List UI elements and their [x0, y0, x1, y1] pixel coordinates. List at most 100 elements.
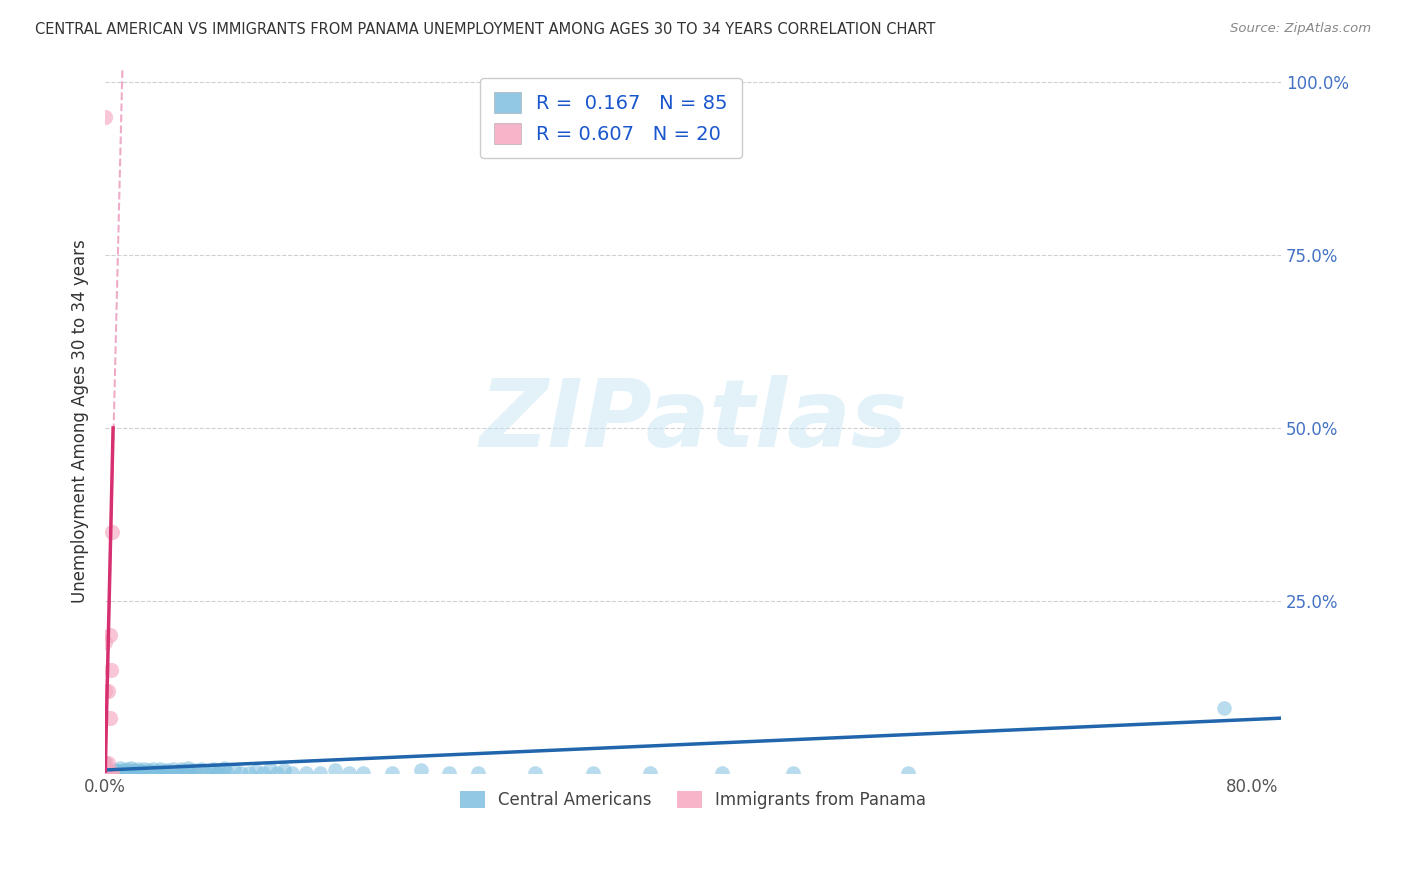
Legend: Central Americans, Immigrants from Panama: Central Americans, Immigrants from Panam… [453, 784, 932, 816]
Point [166, 766, 188, 780]
Point [155, 764, 177, 779]
Point [266, 766, 288, 780]
Point [111, 765, 134, 780]
Point [381, 766, 404, 780]
Point [122, 766, 145, 780]
Text: Source: ZipAtlas.com: Source: ZipAtlas.com [1230, 22, 1371, 36]
Point [94, 766, 117, 780]
Point [177, 761, 200, 775]
Point [122, 763, 145, 777]
Point [238, 766, 260, 780]
Text: ZIPatlas: ZIPatlas [479, 375, 907, 467]
Text: CENTRAL AMERICAN VS IMMIGRANTS FROM PANAMA UNEMPLOYMENT AMONG AGES 30 TO 34 YEAR: CENTRAL AMERICAN VS IMMIGRANTS FROM PANA… [35, 22, 935, 37]
Point [98, 628, 121, 642]
Point [205, 766, 228, 780]
Point [280, 766, 302, 780]
Point [97, 766, 120, 780]
Point [136, 763, 159, 777]
Point [467, 766, 489, 780]
Point [94, 759, 117, 773]
Point [94, 756, 117, 770]
Point [94, 766, 117, 780]
Point [582, 766, 605, 780]
Point [94, 766, 117, 780]
Y-axis label: Unemployment Among Ages 30 to 34 years: Unemployment Among Ages 30 to 34 years [72, 239, 89, 603]
Point [94, 766, 117, 780]
Point [782, 766, 804, 780]
Point [156, 763, 179, 777]
Point [94, 756, 117, 770]
Point [245, 764, 267, 778]
Point [100, 663, 122, 677]
Point [120, 761, 142, 775]
Point [337, 766, 360, 780]
Point [273, 763, 295, 777]
Point [187, 766, 209, 780]
Point [94, 765, 117, 780]
Point [98, 711, 121, 725]
Point [323, 763, 346, 777]
Point [94, 110, 117, 124]
Point [149, 762, 172, 776]
Point [94, 761, 117, 775]
Point [170, 762, 193, 776]
Point [100, 766, 122, 780]
Point [1212, 700, 1234, 714]
Point [97, 683, 120, 698]
Point [897, 766, 920, 780]
Point [638, 766, 661, 780]
Point [134, 765, 156, 780]
Point [94, 683, 117, 698]
Point [97, 756, 120, 770]
Point [524, 766, 547, 780]
Point [115, 766, 138, 780]
Point [94, 763, 117, 777]
Point [94, 766, 117, 780]
Point [132, 762, 155, 776]
Point [183, 763, 205, 777]
Point [212, 761, 235, 775]
Point [94, 766, 117, 780]
Point [108, 764, 131, 778]
Point [129, 764, 152, 778]
Point [139, 764, 162, 779]
Point [152, 766, 174, 780]
Point [105, 764, 128, 779]
Point [295, 766, 318, 780]
Point [127, 762, 149, 776]
Point [101, 766, 124, 780]
Point [136, 766, 159, 780]
Point [94, 766, 117, 780]
Point [98, 766, 121, 780]
Point [118, 764, 141, 779]
Point [198, 764, 221, 778]
Point [201, 762, 224, 776]
Point [115, 762, 138, 776]
Point [162, 762, 184, 776]
Point [94, 635, 117, 649]
Point [259, 762, 281, 776]
Point [94, 759, 117, 773]
Point [176, 764, 198, 779]
Point [112, 763, 135, 777]
Point [94, 766, 117, 780]
Point [129, 766, 152, 780]
Point [101, 524, 124, 539]
Point [101, 765, 124, 780]
Point [252, 766, 274, 780]
Point [208, 764, 231, 779]
Point [94, 763, 117, 777]
Point [180, 766, 202, 780]
Point [169, 764, 191, 778]
Point [710, 766, 733, 780]
Point [98, 766, 121, 780]
Point [141, 762, 163, 776]
Point [190, 762, 212, 776]
Point [108, 766, 131, 780]
Point [409, 763, 432, 777]
Point [231, 766, 253, 780]
Point [352, 766, 374, 780]
Point [125, 764, 148, 779]
Point [94, 764, 117, 779]
Point [439, 766, 461, 780]
